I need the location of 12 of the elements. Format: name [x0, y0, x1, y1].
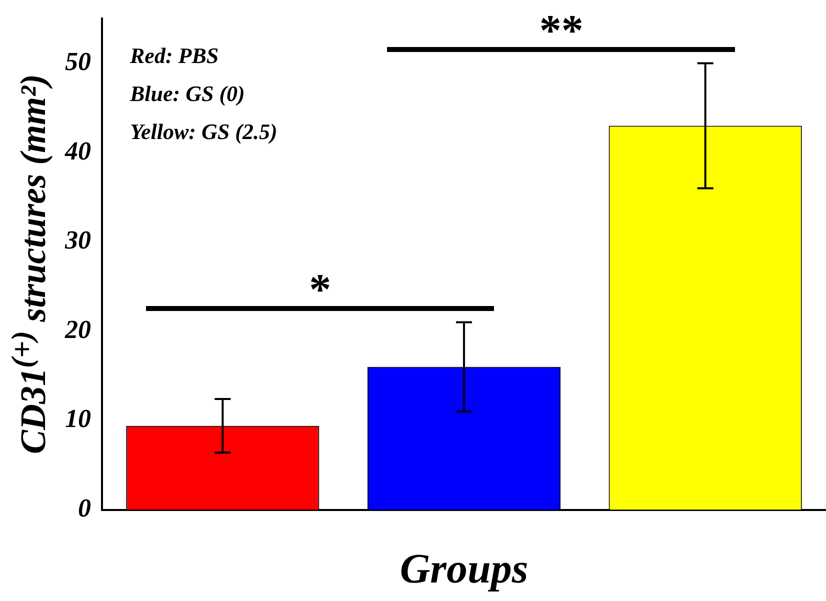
y-tick-label: 50	[65, 46, 91, 76]
y-tick-label: 0	[78, 494, 91, 523]
y-tick-label: 20	[64, 314, 91, 344]
x-axis-title: Groups	[400, 546, 528, 593]
annotation: Blue: GS (0)	[130, 80, 245, 107]
y-tick-label: 40	[64, 136, 91, 166]
annotation: *	[309, 264, 332, 316]
annotation: **	[539, 5, 584, 56]
annotation: Yellow: GS (2.5)	[130, 118, 278, 145]
y-tick-label: 10	[65, 404, 91, 434]
annotation: Red: PBS	[130, 42, 219, 69]
y-tick-label: 30	[64, 226, 91, 255]
